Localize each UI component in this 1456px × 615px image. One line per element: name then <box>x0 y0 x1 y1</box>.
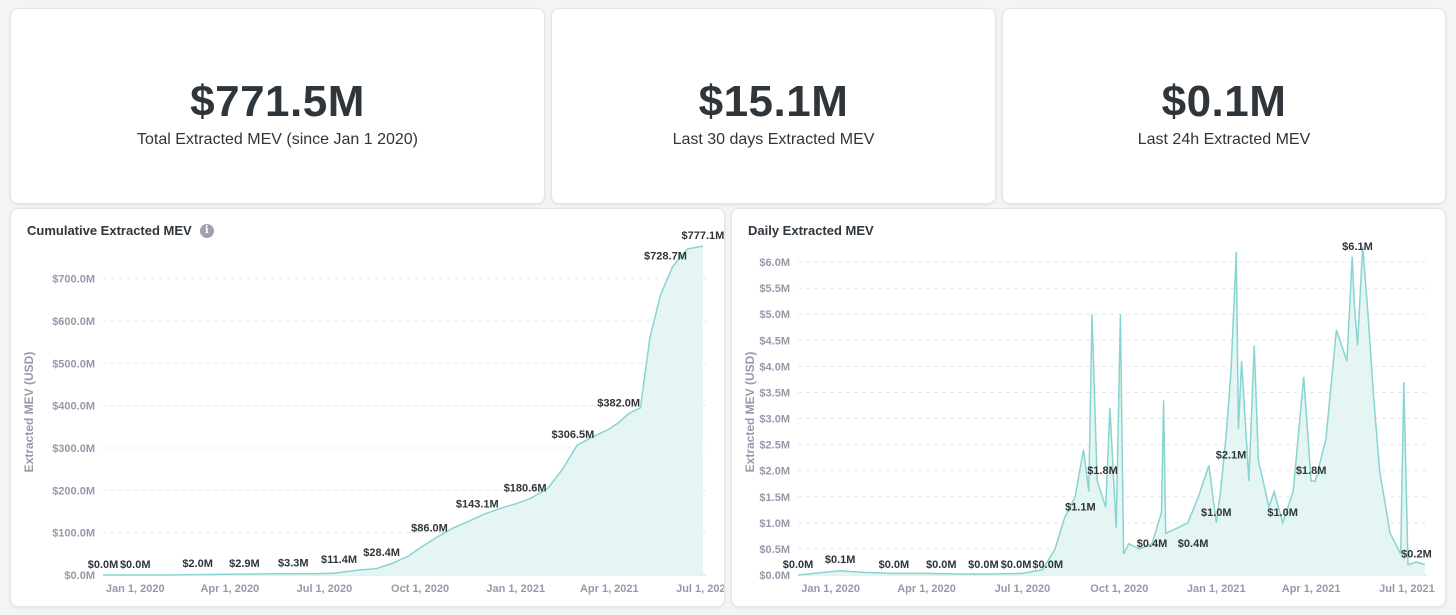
x-tick-label: Jan 1, 2020 <box>801 583 860 595</box>
data-label: $28.4M <box>363 547 400 559</box>
x-tick-label: Jan 1, 2021 <box>486 583 545 595</box>
kpi-total-label: Total Extracted MEV (since Jan 1 2020) <box>136 131 419 148</box>
series-line <box>103 245 704 576</box>
y-tick-label: $1.5M <box>759 492 790 504</box>
x-tick-label: Jan 1, 2020 <box>106 583 165 595</box>
y-tick-label: $700.0M <box>52 274 95 286</box>
series-line <box>797 246 1426 576</box>
x-tick-label: Apr 1, 2020 <box>897 583 956 595</box>
data-label: $0.4M <box>1178 538 1209 550</box>
kpi-total-value: $771.5M <box>190 77 365 126</box>
y-tick-label: $300.0M <box>52 443 95 455</box>
data-label: $1.1M <box>1065 502 1096 514</box>
data-label: $1.8M <box>1296 465 1327 477</box>
x-tick-label: Apr 1, 2021 <box>1282 583 1341 595</box>
y-tick-label: $3.5M <box>759 387 790 399</box>
data-label: $0.0M <box>120 559 151 571</box>
y-axis-label: Extracted MEV (USD) <box>22 352 36 473</box>
data-label: $11.4M <box>321 554 357 566</box>
data-label: $0.0M <box>1032 559 1063 571</box>
data-label: $3.3M <box>278 558 309 570</box>
x-tick-label: Jul 1, 2020 <box>995 583 1051 595</box>
y-tick-label: $5.5M <box>759 283 790 295</box>
data-label: $382.0M <box>597 397 640 409</box>
y-tick-label: $2.0M <box>759 466 790 478</box>
data-label: $2.9M <box>229 558 260 570</box>
kpi-card-24h: $0.1M Last 24h Extracted MEV <box>1002 8 1446 204</box>
cumulative-chart-title-row: Cumulative Extracted MEV i <box>27 223 214 238</box>
data-label: $180.6M <box>504 483 547 495</box>
x-tick-label: Oct 1, 2020 <box>1090 583 1148 595</box>
y-tick-label: $6.0M <box>759 257 790 269</box>
kpi-24h-label: Last 24h Extracted MEV <box>1137 131 1311 148</box>
data-label: $0.1M <box>825 554 856 566</box>
x-tick-label: Apr 1, 2020 <box>200 583 259 595</box>
data-label: $777.1M <box>681 230 724 242</box>
y-tick-label: $4.5M <box>759 335 790 347</box>
data-label: $0.0M <box>968 559 999 571</box>
y-tick-label: $200.0M <box>52 485 95 497</box>
y-tick-label: $500.0M <box>52 358 95 370</box>
x-tick-label: Jul 1, 2021 <box>1379 583 1435 595</box>
data-label: $143.1M <box>456 498 499 510</box>
cumulative-chart-title: Cumulative Extracted MEV <box>27 223 192 238</box>
daily-chart-svg: $0.0M $0.5M $1.0M $1.5M $2.0M $2.5M $3.0M $3.5M… <box>743 241 1435 595</box>
daily-chart-title: Daily Extracted MEV <box>748 223 874 238</box>
data-label: $0.0M <box>1001 559 1032 571</box>
info-icon[interactable]: i <box>199 223 214 238</box>
cumulative-chart-svg: $0.0M $100.0M $200.0M $300.0M $400.0M $500.0M… <box>22 230 724 595</box>
y-tick-label: $600.0M <box>52 316 95 328</box>
data-label: $728.7M <box>644 250 687 262</box>
data-label: $2.1M <box>1216 449 1247 461</box>
data-label: $1.0M <box>1201 507 1232 519</box>
data-label: $2.0M <box>182 558 213 570</box>
x-tick-label: Oct 1, 2020 <box>391 583 449 595</box>
y-tick-label: $2.5M <box>759 440 790 452</box>
y-tick-label: $0.5M <box>759 544 790 556</box>
y-axis-label: Extracted MEV (USD) <box>743 352 757 473</box>
y-tick-label: $100.0M <box>52 528 95 540</box>
x-tick-label: Apr 1, 2021 <box>580 583 639 595</box>
kpi-card-30d: $15.1M Last 30 days Extracted MEV <box>551 8 996 204</box>
daily-chart-title-row: Daily Extracted MEV <box>748 223 874 238</box>
y-tick-label: $3.0M <box>759 414 790 426</box>
series-area <box>798 246 1425 575</box>
y-tick-label: $400.0M <box>52 401 95 413</box>
kpi-card-total: $771.5M Total Extracted MEV (since Jan 1… <box>10 8 545 204</box>
cumulative-chart-card: Cumulative Extracted MEV i $0.0M $100.0M $… <box>10 208 725 607</box>
data-label: $1.8M <box>1087 465 1118 477</box>
y-tick-label: $1.0M <box>759 518 790 530</box>
kpi-24h-value: $0.1M <box>1161 77 1287 126</box>
data-label: $1.0M <box>1267 507 1298 519</box>
series-area <box>103 246 703 575</box>
x-tick-label: Jul 1, 2021 <box>676 583 724 595</box>
daily-chart-card: Daily Extracted MEV $0.0M $0.5M $1.0M $1.5M… <box>731 208 1446 607</box>
kpi-30d-label: Last 30 days Extracted MEV <box>672 131 875 148</box>
data-label: $0.2M <box>1401 549 1432 561</box>
x-tick-label: Jan 1, 2021 <box>1187 583 1246 595</box>
data-label: $0.0M <box>783 559 814 571</box>
y-tick-label: $5.0M <box>759 309 790 321</box>
data-label: $0.0M <box>926 559 957 571</box>
data-label: $0.0M <box>88 559 119 571</box>
data-label: $306.5M <box>552 429 595 441</box>
data-label: $6.1M <box>1342 241 1373 253</box>
y-tick-label: $0.0M <box>64 570 95 582</box>
data-label: $0.0M <box>879 559 910 571</box>
data-label: $0.4M <box>1137 538 1168 550</box>
data-label: $86.0M <box>411 523 448 535</box>
x-tick-label: Jul 1, 2020 <box>297 583 353 595</box>
y-tick-label: $4.0M <box>759 361 790 373</box>
y-tick-label: $0.0M <box>759 570 790 582</box>
kpi-30d-value: $15.1M <box>698 77 849 126</box>
